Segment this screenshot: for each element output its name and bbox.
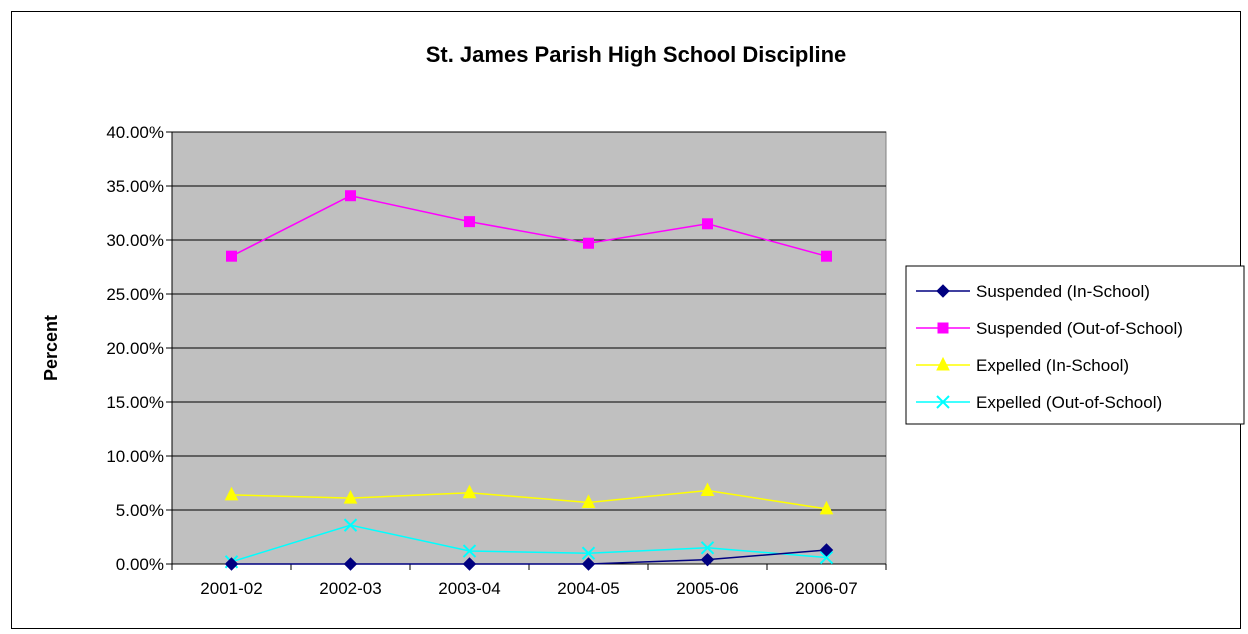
data-point (224, 486, 239, 501)
data-point (819, 543, 834, 557)
series-line (231, 194, 827, 257)
y-tick-label: 20.00% (106, 339, 164, 358)
x-tick-label: 2005-06 (676, 579, 738, 598)
y-tick-label: 0.00% (116, 555, 164, 574)
legend-marker (936, 284, 950, 298)
x-tick-label: 2004-05 (557, 579, 619, 598)
y-axis-title: Percent (41, 315, 61, 381)
data-point (700, 482, 715, 497)
data-point (226, 250, 237, 262)
data-point (343, 490, 358, 504)
data-point (819, 550, 834, 565)
y-tick-label: 40.00% (106, 123, 164, 142)
data-point (700, 552, 715, 567)
y-tick-label: 30.00% (106, 231, 164, 250)
legend-marker (936, 395, 950, 409)
data-point (819, 500, 834, 515)
legend-entry: Suspended (Out-of-School) (916, 319, 1183, 338)
legend-label: Suspended (Out-of-School) (976, 319, 1183, 338)
data-point (462, 544, 477, 558)
series-line (231, 524, 827, 563)
grid-lines (172, 131, 886, 511)
data-point (224, 557, 239, 571)
legend-entries: Suspended (In-School) Suspended (Out-of-S… (916, 282, 1183, 412)
legend-entry: Expelled (Out-of-School) (916, 393, 1162, 412)
series-line (231, 489, 827, 510)
data-point (581, 546, 596, 560)
legend (905, 265, 1245, 425)
y-axis-ticks: 0.00% 5.00% 10.00% 15.00% 20.00% 25.00% 30.00%… (106, 123, 172, 574)
data-point (345, 190, 356, 202)
data-point (462, 557, 477, 571)
x-tick-label: 2006-07 (795, 579, 857, 598)
y-tick-label: 25.00% (106, 285, 164, 304)
data-point (583, 237, 594, 249)
x-tick-label: 2002-03 (319, 579, 381, 598)
legend-label: Suspended (In-School) (976, 282, 1150, 301)
series-layer (224, 190, 834, 571)
legend-marker (937, 322, 949, 334)
chart-title: St. James Parish High School Discipline (426, 42, 847, 67)
data-point (821, 250, 832, 262)
data-point (343, 557, 358, 571)
data-point (702, 218, 713, 230)
y-tick-label: 35.00% (106, 177, 164, 196)
y-tick-label: 15.00% (106, 393, 164, 412)
x-tick-label: 2001-02 (200, 579, 262, 598)
legend-label: Expelled (Out-of-School) (976, 393, 1162, 412)
legend-entry: Suspended (In-School) (916, 282, 1150, 301)
series-line (231, 549, 827, 565)
legend-marker (936, 356, 950, 371)
data-point (462, 484, 477, 499)
legend-label: Expelled (In-School) (976, 356, 1129, 375)
x-tick-label: 2003-04 (438, 579, 500, 598)
data-point (700, 541, 715, 555)
data-point (343, 518, 358, 532)
series-3 (224, 482, 834, 515)
y-tick-label: 10.00% (106, 447, 164, 466)
series-1 (224, 543, 834, 571)
data-point (581, 494, 596, 508)
legend-entry: Expelled (In-School) (916, 356, 1129, 375)
data-point (464, 216, 475, 228)
data-point (581, 557, 596, 571)
x-axis-ticks: 2001-02 2002-03 2003-04 2004-05 2005-06 2006-… (171, 564, 887, 598)
series-2 (226, 190, 832, 262)
y-tick-label: 5.00% (116, 501, 164, 520)
